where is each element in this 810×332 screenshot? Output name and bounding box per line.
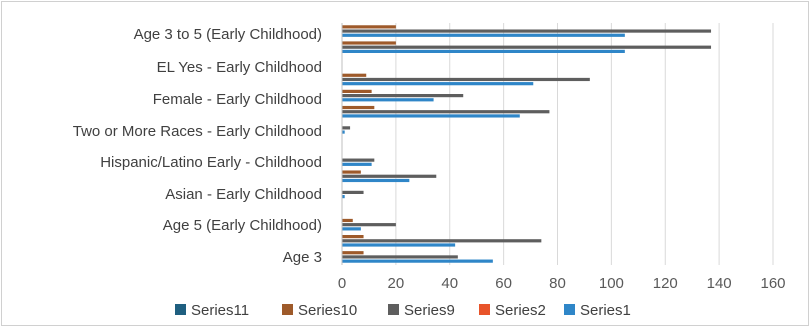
bar-series10 — [342, 235, 364, 239]
legend-item: Series2 — [479, 302, 546, 319]
category-labels: Age 3 to 5 (Early Childhood) EL Yes - Ear… — [73, 26, 322, 266]
x-tick-label: 0 — [338, 275, 346, 292]
bar-series10 — [342, 89, 372, 93]
chart-frame — [1, 1, 809, 326]
bar-series10 — [342, 73, 367, 77]
legend-label: Series9 — [404, 302, 455, 319]
bar-series1 — [342, 82, 534, 86]
bar-series10 — [342, 218, 353, 223]
legend-item: Series11 — [175, 302, 249, 319]
bar-series1 — [342, 98, 434, 102]
legend-label: Series10 — [298, 302, 357, 319]
bar-series9 — [342, 94, 464, 98]
bar-series9 — [342, 126, 351, 130]
category-label: Hispanic/Latino Early - Childhood — [100, 154, 322, 171]
bar-series1 — [342, 195, 345, 199]
bar-series1 — [342, 114, 520, 118]
bar-series1 — [342, 259, 493, 263]
bar-series9 — [342, 29, 712, 33]
bar-series9 — [342, 77, 590, 82]
category-label: Asian - Early Childhood — [165, 186, 322, 203]
legend-item: Series10 — [282, 302, 357, 319]
bar-series9 — [342, 174, 437, 178]
bar-series1 — [342, 243, 456, 247]
bar-series9 — [342, 190, 364, 194]
legend-swatch — [479, 304, 490, 315]
bar-series10 — [342, 251, 364, 255]
bar-series1 — [342, 33, 625, 37]
x-axis: 0 20 40 60 80 100 120 140 160 — [338, 23, 786, 292]
bar-series1 — [342, 49, 625, 53]
x-tick-label: 140 — [707, 275, 732, 292]
legend-item: Series1 — [564, 302, 631, 319]
bar-series9 — [342, 255, 458, 259]
x-tick-label: 40 — [441, 275, 458, 292]
category-label: Age 5 (Early Childhood) — [163, 217, 322, 234]
bars — [342, 25, 712, 263]
category-label: Female - Early Childhood — [153, 91, 322, 108]
legend-label: Series11 — [191, 302, 249, 319]
legend: Series11 Series10 Series9 Series2 Series1 — [175, 302, 631, 319]
bar-series9 — [342, 158, 375, 162]
x-tick-label: 80 — [549, 275, 566, 292]
x-tick-label: 100 — [599, 275, 624, 292]
bar-series10 — [342, 170, 361, 174]
legend-label: Series2 — [495, 302, 546, 319]
legend-swatch — [388, 304, 399, 315]
legend-swatch — [564, 304, 575, 315]
bar-series1 — [342, 178, 410, 183]
x-tick-label: 60 — [495, 275, 512, 292]
category-label: Age 3 — [283, 249, 322, 266]
category-label: Age 3 to 5 (Early Childhood) — [134, 26, 322, 43]
bar-series1 — [342, 227, 361, 231]
bar-series9 — [342, 45, 712, 49]
legend-swatch — [175, 304, 186, 315]
bar-series10 — [342, 41, 396, 45]
category-label: EL Yes - Early Childhood — [157, 59, 322, 76]
legend-item: Series9 — [388, 302, 455, 319]
bar-series9 — [342, 239, 542, 243]
category-label: Two or More Races - Early Childhood — [73, 123, 322, 140]
x-tick-label: 120 — [653, 275, 678, 292]
x-tick-label: 160 — [760, 275, 785, 292]
bar-series1 — [342, 162, 372, 166]
bar-series1 — [342, 130, 345, 134]
bar-series10 — [342, 25, 396, 29]
bar-series9 — [342, 223, 396, 227]
bar-series10 — [342, 105, 375, 110]
legend-swatch — [282, 304, 293, 315]
x-tick-label: 20 — [388, 275, 405, 292]
legend-label: Series1 — [580, 302, 631, 319]
bar-series9 — [342, 110, 550, 114]
